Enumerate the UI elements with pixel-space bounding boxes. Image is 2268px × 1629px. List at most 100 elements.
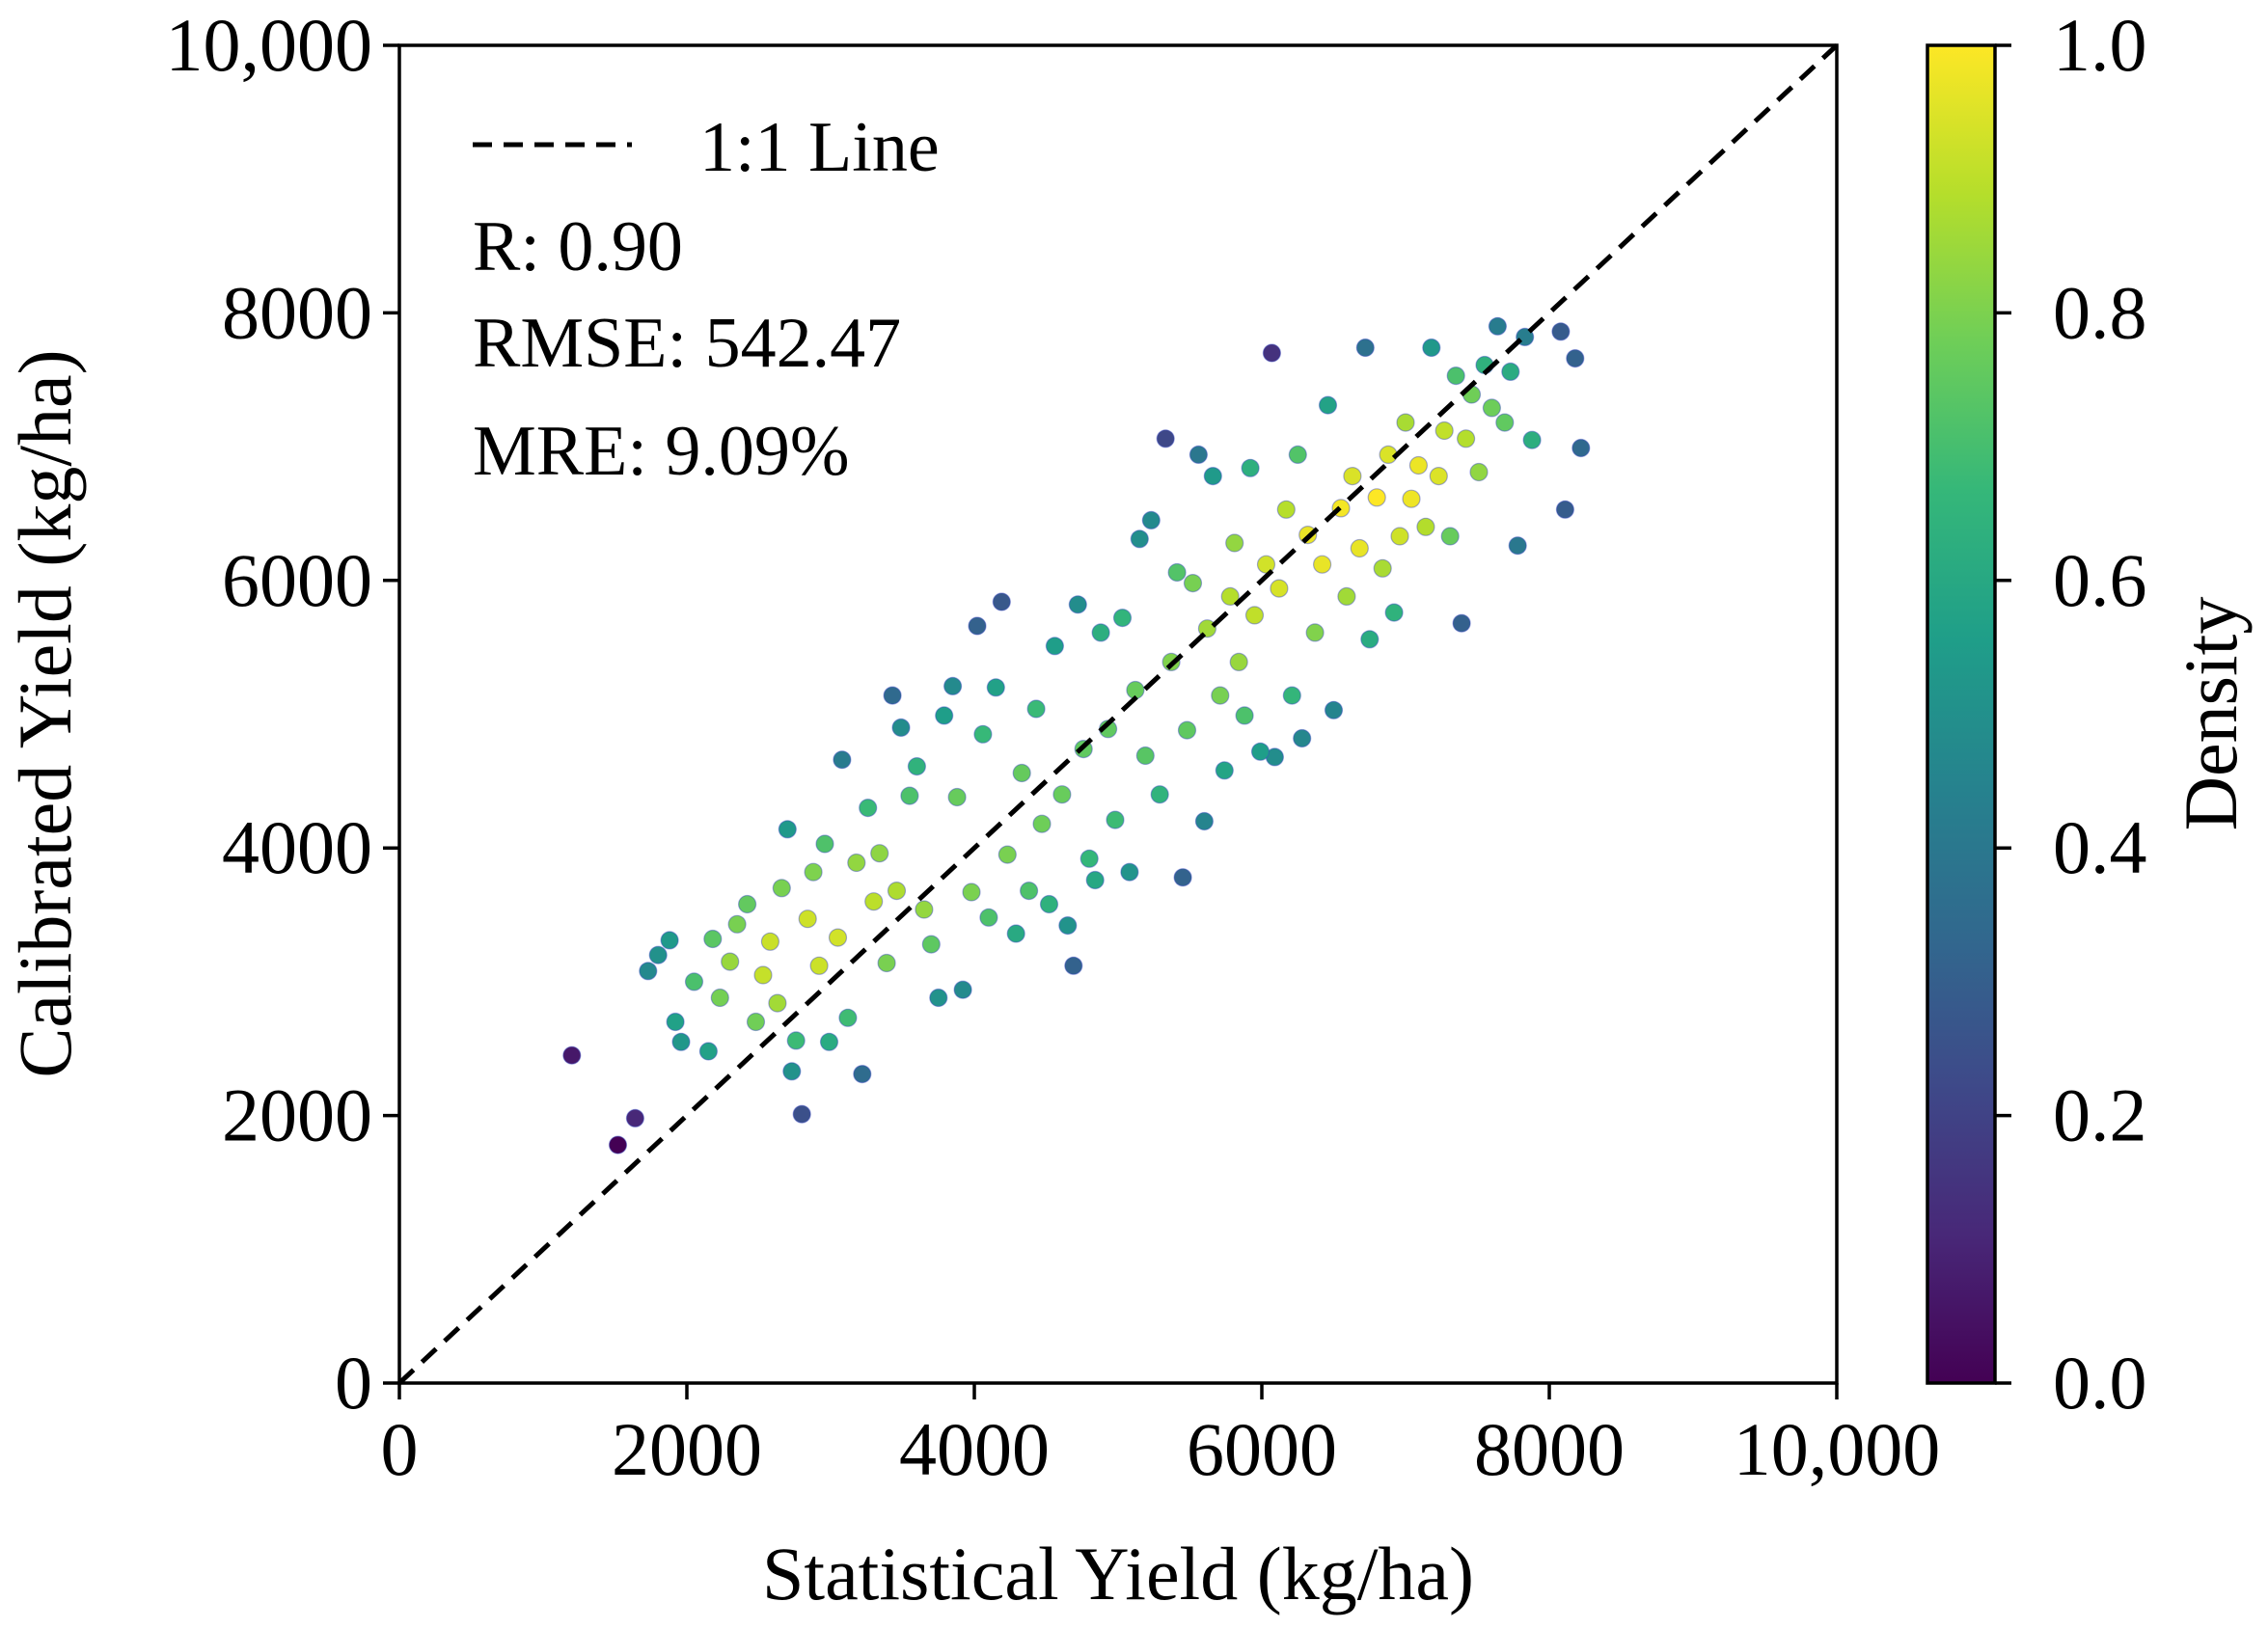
data-point	[1244, 606, 1265, 625]
data-point	[973, 724, 993, 744]
data-point	[1402, 489, 1421, 508]
data-point	[666, 1012, 685, 1032]
x-tick-label: 10,000	[1734, 1407, 1941, 1491]
data-point	[1324, 700, 1344, 719]
x-tick-label: 2000	[612, 1407, 762, 1491]
data-point	[1288, 445, 1307, 464]
data-point	[921, 935, 941, 954]
data-point	[1225, 533, 1244, 553]
data-point	[1555, 500, 1575, 519]
data-point	[625, 1108, 645, 1128]
data-point	[1032, 814, 1052, 833]
data-point	[1256, 555, 1276, 574]
data-point	[1039, 894, 1059, 914]
data-point	[698, 1042, 719, 1061]
x-tick-label: 6000	[1187, 1407, 1337, 1491]
y-axis: 0 2000 4000 6000 8000 10,000	[166, 3, 399, 1425]
data-point	[608, 1135, 628, 1154]
data-point	[1203, 467, 1222, 486]
data-point	[907, 756, 927, 776]
data-point	[992, 592, 1011, 611]
data-point	[703, 929, 723, 949]
one-to-one-line	[397, 43, 1839, 1385]
data-point	[1079, 849, 1099, 868]
data-point	[1167, 562, 1187, 583]
data-point	[562, 1045, 582, 1065]
data-point	[1452, 613, 1471, 633]
data-point	[1215, 761, 1234, 780]
data-point	[947, 787, 967, 807]
data-point	[929, 988, 948, 1008]
data-point	[804, 862, 823, 882]
data-point	[1091, 623, 1110, 642]
data-point	[639, 962, 658, 981]
data-point	[864, 892, 884, 911]
data-point	[671, 1032, 691, 1051]
data-point	[1229, 652, 1248, 672]
colorbar-gradient	[1927, 45, 1995, 1383]
colorbar-tick-label: 0.8	[2053, 270, 2147, 354]
legend-label: 1:1 Line	[699, 108, 940, 187]
data-point	[721, 952, 740, 971]
data-point	[772, 879, 791, 898]
colorbar-tick-label: 0.0	[2053, 1341, 2147, 1425]
data-point	[1318, 395, 1338, 415]
data-point	[1262, 343, 1282, 363]
data-point	[887, 881, 907, 901]
stat-r: R: 0.90	[473, 207, 683, 286]
y-axis-label: Calibrated Yield (kg/ha)	[3, 349, 87, 1077]
data-point	[1571, 438, 1591, 458]
data-point	[1012, 763, 1031, 783]
data-point	[1120, 862, 1139, 882]
data-point	[1282, 686, 1301, 705]
data-point	[1446, 367, 1465, 386]
data-point	[1305, 623, 1325, 642]
data-point	[1276, 500, 1296, 519]
stat-mre: MRE: 9.09%	[473, 412, 850, 491]
y-tick-label: 0	[335, 1341, 372, 1425]
data-point	[1026, 699, 1046, 719]
data-point	[1045, 637, 1065, 656]
data-point	[1006, 924, 1025, 943]
data-point	[883, 686, 902, 705]
data-point	[1189, 445, 1209, 464]
data-point	[1141, 510, 1161, 530]
data-point	[853, 1064, 872, 1084]
colorbar-frame	[1926, 43, 1997, 1385]
data-point	[792, 1104, 811, 1124]
colorbar-label: Density	[2169, 597, 2253, 831]
data-point	[1482, 398, 1502, 418]
data-point	[1112, 608, 1133, 628]
data-point	[710, 988, 729, 1008]
data-point	[1235, 706, 1254, 725]
data-point	[997, 845, 1017, 864]
y-tick-label: 10,000	[166, 3, 373, 87]
data-point	[819, 1032, 839, 1051]
data-point	[979, 908, 998, 927]
data-point	[847, 853, 866, 873]
data-point	[1177, 720, 1197, 740]
data-point	[1390, 527, 1409, 546]
legend: 1:1 Line	[473, 108, 940, 187]
data-point	[943, 676, 963, 696]
data-point	[1068, 595, 1087, 614]
data-point	[760, 932, 780, 951]
data-point	[870, 844, 889, 863]
colorbar-axis: 0.0 0.2 0.4 0.6 0.8 1.0	[1995, 3, 2147, 1425]
data-point	[1173, 868, 1192, 887]
data-point	[953, 980, 972, 999]
data-point	[684, 972, 704, 991]
data-point	[660, 931, 679, 950]
x-tick-label: 8000	[1474, 1407, 1625, 1491]
data-point	[1350, 538, 1369, 558]
data-point	[1429, 467, 1448, 486]
data-point	[1367, 488, 1386, 507]
data-point	[1508, 536, 1527, 556]
data-point	[1355, 338, 1375, 358]
data-point	[778, 820, 797, 839]
y-tick-label: 6000	[222, 538, 372, 622]
data-point	[782, 1062, 802, 1081]
data-point	[838, 1008, 858, 1027]
data-point	[1194, 811, 1215, 831]
data-point	[1373, 558, 1392, 578]
